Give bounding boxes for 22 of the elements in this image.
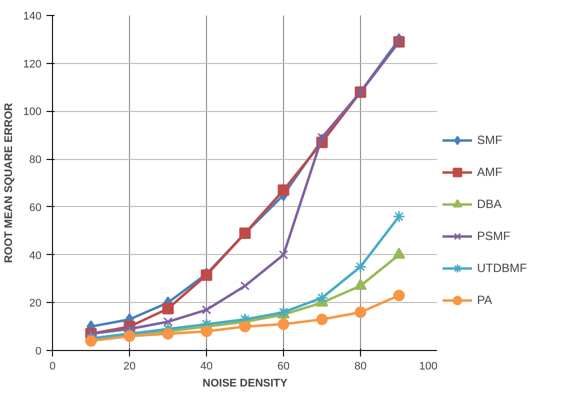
x-axis-title: NOISE DENSITY (202, 378, 288, 390)
x-tick-label: 0 (49, 360, 56, 372)
y-tick-label: 100 (23, 106, 42, 118)
y-tick-label: 20 (29, 298, 42, 310)
legend-label: AMF (477, 165, 502, 179)
y-tick-label: 40 (29, 250, 42, 262)
y-tick-label: 0 (35, 346, 42, 358)
y-tick-label: 80 (29, 154, 42, 166)
y-tick-label: 140 (23, 10, 42, 22)
y-tick-label: 60 (29, 202, 42, 214)
legend-label: UTDBMF (477, 261, 527, 275)
legend-label: SMF (477, 133, 502, 147)
x-tick-label: 80 (354, 360, 367, 372)
x-tick-label: 20 (123, 360, 136, 372)
x-tick-label: 60 (277, 360, 290, 372)
x-tick-label: 40 (200, 360, 213, 372)
y-tick-label: 120 (23, 58, 42, 70)
legend-label: DBA (477, 197, 502, 211)
legend-label: PSMF (477, 229, 510, 243)
legend-label: PA (477, 293, 494, 307)
x-tick-label: 100 (419, 360, 438, 372)
y-axis-title: ROOT MEAN SQUARE ERROR (3, 102, 16, 264)
